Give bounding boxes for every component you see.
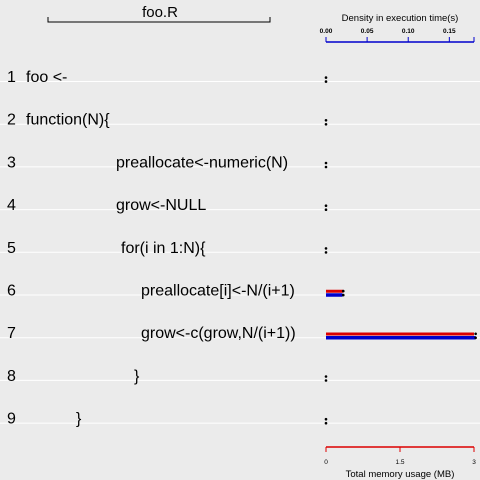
row-end-dot bbox=[324, 379, 328, 382]
code-line: preallocate<-numeric(N) bbox=[116, 154, 288, 171]
row-end-dot bbox=[324, 76, 328, 79]
row-end-dot bbox=[474, 332, 477, 336]
row-end-dot bbox=[324, 417, 328, 421]
row-end-dot bbox=[324, 421, 328, 425]
row-end-dot bbox=[324, 119, 328, 122]
line-number: 4 bbox=[7, 197, 16, 214]
row-end-dot bbox=[324, 165, 328, 169]
code-line: preallocate[i]<-N/(i+1) bbox=[141, 283, 295, 300]
code-line: } bbox=[76, 411, 82, 428]
row-end-dot bbox=[324, 80, 328, 83]
row-end-dot bbox=[341, 293, 345, 297]
line-number: 7 bbox=[7, 325, 16, 342]
row-end-dot bbox=[324, 251, 328, 254]
code-line: grow<-NULL bbox=[116, 197, 206, 214]
row-end-dot bbox=[324, 161, 328, 165]
code-line: for(i in 1:N){ bbox=[121, 240, 206, 257]
code-line: function(N){ bbox=[26, 112, 110, 129]
line-number: 9 bbox=[7, 411, 16, 428]
line-number: 3 bbox=[7, 154, 16, 171]
time-axis: Density in execution time(s) 0.00 0.05 0.1… bbox=[320, 13, 475, 43]
line-number: 8 bbox=[7, 368, 16, 385]
code-line: grow<-c(grow,N/(i+1)) bbox=[141, 325, 296, 342]
row-end-dot bbox=[324, 208, 328, 211]
code-lines: 1 foo <- 2 function(N){ 3 preallocate<-numeri… bbox=[7, 69, 296, 428]
time-axis-label: Density in execution time(s) bbox=[342, 13, 459, 24]
line-number: 6 bbox=[7, 283, 16, 300]
time-tick-label: 0.00 bbox=[320, 28, 333, 35]
memory-tick-label: 3 bbox=[472, 459, 476, 466]
line-number: 1 bbox=[7, 69, 16, 86]
row-end-dot bbox=[341, 289, 345, 293]
row-end-dot bbox=[324, 204, 328, 207]
memory-tick-label: 1.5 bbox=[395, 459, 404, 466]
line-number: 2 bbox=[7, 112, 16, 129]
code-line: foo <- bbox=[26, 69, 67, 86]
code-line: } bbox=[134, 368, 140, 385]
time-tick-label: 0.10 bbox=[402, 28, 415, 35]
line-number: 5 bbox=[7, 240, 16, 257]
memory-axis: Total memory usage (MB) 0 1.5 3 bbox=[324, 446, 476, 480]
time-tick-label: 0.15 bbox=[443, 28, 456, 35]
row-end-dot bbox=[474, 336, 477, 340]
time-tick-label: 0.05 bbox=[361, 28, 374, 35]
row-end-dot bbox=[324, 375, 328, 378]
file-title: foo.R bbox=[142, 4, 178, 21]
file-title-bracket bbox=[47, 17, 271, 23]
gridlines bbox=[0, 81, 480, 424]
row-end-dot bbox=[324, 247, 328, 250]
memory-axis-label: Total memory usage (MB) bbox=[346, 469, 455, 480]
bars bbox=[324, 76, 477, 425]
memory-tick-label: 0 bbox=[324, 459, 328, 466]
row-end-dot bbox=[324, 123, 328, 126]
